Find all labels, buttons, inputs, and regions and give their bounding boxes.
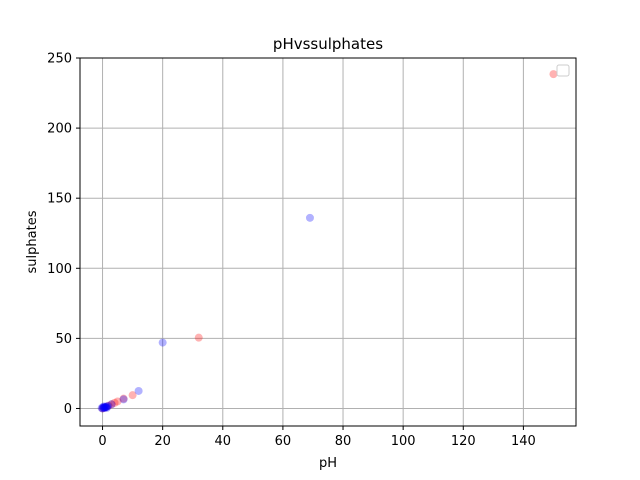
y-tick-label: 100	[47, 262, 72, 277]
x-tick-label: 40	[215, 434, 232, 449]
data-point	[158, 338, 167, 347]
x-tick-label: 20	[154, 434, 171, 449]
data-point	[119, 394, 128, 403]
data-point	[103, 402, 112, 411]
legend	[556, 64, 570, 77]
grid	[80, 57, 576, 426]
data-point	[128, 391, 137, 400]
y-axis-label: sulphates	[25, 210, 40, 273]
y-tick-label: 50	[55, 332, 72, 347]
data-point	[98, 404, 107, 413]
data-point	[100, 403, 109, 412]
data-point	[97, 404, 106, 413]
x-tick-label: 80	[335, 434, 352, 449]
data-point	[101, 403, 110, 412]
data-point	[100, 402, 109, 411]
y-tick-label: 0	[64, 402, 72, 417]
x-tick-label: 140	[511, 434, 536, 449]
data-point	[549, 70, 558, 79]
data-point	[134, 386, 143, 395]
x-tick-label: 0	[98, 434, 106, 449]
data-points	[97, 70, 558, 413]
axis-ticks: 0 20 40 60 80 100 120 140 0 50 100 150 200 250	[47, 52, 536, 450]
y-tick-label: 250	[47, 52, 72, 67]
data-point	[99, 402, 108, 411]
x-axis-label: pH	[319, 456, 337, 471]
data-point	[99, 403, 108, 412]
data-point	[98, 404, 107, 413]
x-tick-label: 100	[391, 434, 416, 449]
x-tick-label: 120	[451, 434, 476, 449]
data-point	[102, 403, 111, 412]
y-tick-label: 150	[47, 192, 72, 207]
data-point	[102, 403, 111, 412]
data-point	[110, 398, 119, 407]
data-point	[101, 403, 110, 412]
data-point	[107, 400, 116, 409]
data-point	[305, 213, 314, 222]
y-tick-label: 200	[47, 122, 72, 137]
data-point	[107, 400, 116, 409]
data-point	[104, 401, 113, 410]
data-point	[100, 403, 109, 412]
data-point	[100, 403, 109, 412]
data-point	[194, 333, 203, 342]
chart-title: pHvssulphates	[273, 35, 383, 53]
plot-frame	[79, 57, 577, 427]
data-point	[119, 395, 128, 404]
data-point	[113, 397, 122, 406]
x-tick-label: 60	[275, 434, 292, 449]
data-point	[103, 402, 112, 411]
